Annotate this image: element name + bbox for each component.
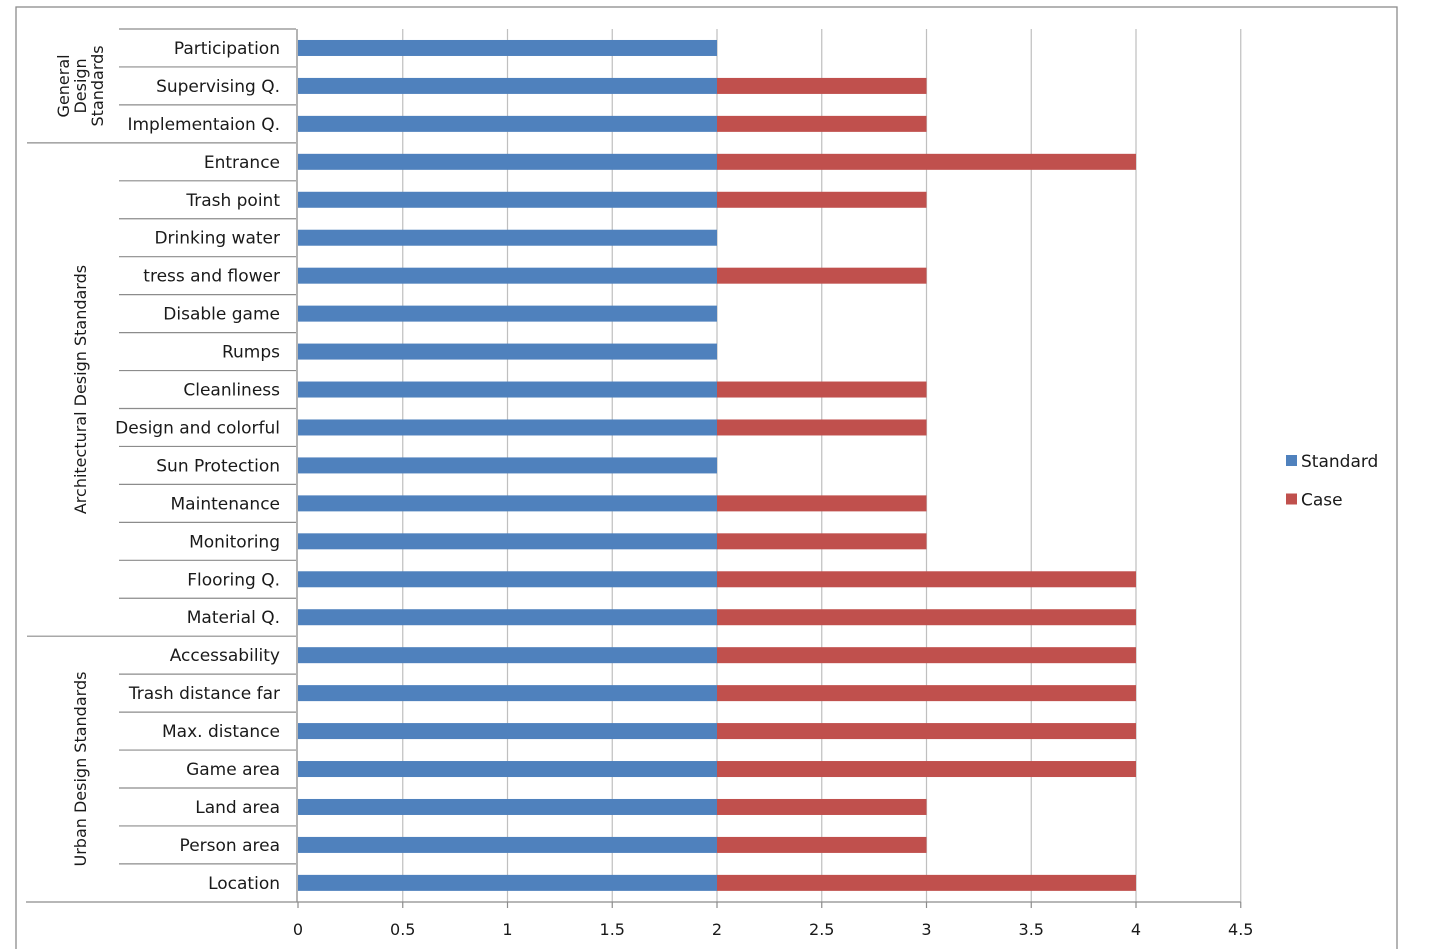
bars <box>298 39 1136 891</box>
bar-standard <box>298 685 717 702</box>
x-tick-label: 0 <box>293 920 303 939</box>
group-label: Urban Design Standards <box>71 672 90 867</box>
legend-label-standard: Standard <box>1301 452 1378 472</box>
category-label: tress and flower <box>143 267 280 287</box>
bar-standard <box>298 381 717 398</box>
bar-standard <box>298 609 717 626</box>
bar-standard <box>298 153 717 170</box>
category-label: Flooring Q. <box>187 570 280 590</box>
bar-standard <box>298 343 717 360</box>
x-tick-label: 2.5 <box>809 920 834 939</box>
x-tick-label: 4.5 <box>1228 920 1253 939</box>
bar-case <box>717 495 927 512</box>
legend-swatch-case <box>1286 493 1297 505</box>
bar-case <box>717 381 927 398</box>
bar-case <box>717 647 1136 664</box>
category-label: Implementaion Q. <box>127 115 280 135</box>
bar-standard <box>298 191 717 208</box>
group-label-block: Urban Design Standards <box>71 672 90 867</box>
x-tick-label: 1 <box>502 920 512 939</box>
bar-standard <box>298 798 717 815</box>
bar-case <box>717 153 1136 170</box>
group-label-block: Architectural Design Standards <box>71 265 90 514</box>
x-tick-label: 4 <box>1131 920 1141 939</box>
category-label: Person area <box>180 836 280 856</box>
bar-standard <box>298 305 717 322</box>
category-label: Disable game <box>163 305 280 325</box>
bar-case <box>717 609 1136 626</box>
category-label: Monitoring <box>189 532 280 552</box>
bar-case <box>717 761 1136 778</box>
category-labels: Participation Supervising Q. Implementaion… <box>115 39 280 894</box>
bar-standard <box>298 495 717 512</box>
bar-case <box>717 798 927 815</box>
category-label: Supervising Q. <box>156 77 280 97</box>
bar-case <box>717 115 927 132</box>
bar-case <box>717 874 1136 891</box>
category-label: Location <box>208 874 280 894</box>
bar-standard <box>298 457 717 474</box>
bar-case <box>717 77 927 94</box>
category-label: Game area <box>186 760 280 780</box>
bar-standard <box>298 267 717 284</box>
bar-case <box>717 267 927 284</box>
bar-case <box>717 685 1136 702</box>
category-label: Rumps <box>222 343 280 363</box>
group-label: Standards <box>88 45 107 126</box>
group-label: Design <box>71 58 90 113</box>
bar-case <box>717 419 927 436</box>
bar-standard <box>298 115 717 132</box>
category-label: Drinking water <box>154 229 280 249</box>
bar-case <box>717 191 927 208</box>
group-label: Architectural Design Standards <box>71 265 90 514</box>
category-label: Participation <box>174 39 280 59</box>
category-label: Accessability <box>170 646 280 666</box>
bar-standard <box>298 723 717 740</box>
x-axis: 0 0.5 1 1.5 2 2.5 3 3.5 4 4.5 <box>26 29 1253 939</box>
category-label: Design and colorful <box>115 418 280 438</box>
group-label: General <box>54 54 73 117</box>
bar-standard <box>298 419 717 436</box>
bar-case <box>717 571 1136 588</box>
x-tick-label: 0.5 <box>390 920 415 939</box>
bar-case <box>717 836 927 853</box>
legend-label-case: Case <box>1301 491 1343 511</box>
bar-standard <box>298 77 717 94</box>
bar-case <box>717 533 927 550</box>
legend: Standard Case <box>1286 452 1378 511</box>
bar-standard <box>298 836 717 853</box>
category-label: Material Q. <box>187 608 280 628</box>
bar-case <box>717 723 1136 740</box>
bar-standard <box>298 533 717 550</box>
category-label: Trash distance far <box>128 684 280 704</box>
category-label: Entrance <box>204 153 280 173</box>
category-label: Cleanliness <box>183 381 280 401</box>
x-tick-label: 3 <box>921 920 931 939</box>
bar-standard <box>298 39 717 56</box>
bar-standard <box>298 229 717 246</box>
category-label: Maintenance <box>171 494 280 514</box>
x-tick-label: 3.5 <box>1019 920 1044 939</box>
category-label: Trash point <box>185 191 280 211</box>
bar-standard <box>298 874 717 891</box>
bar-standard <box>298 761 717 778</box>
category-label: Max. distance <box>162 722 280 742</box>
legend-swatch-standard <box>1286 455 1297 466</box>
bar-standard <box>298 647 717 664</box>
category-label: Sun Protection <box>156 456 280 476</box>
bar-standard <box>298 571 717 588</box>
category-label: Land area <box>195 798 280 818</box>
x-tick-label: 2 <box>712 920 722 939</box>
x-tick-label: 1.5 <box>600 920 625 939</box>
